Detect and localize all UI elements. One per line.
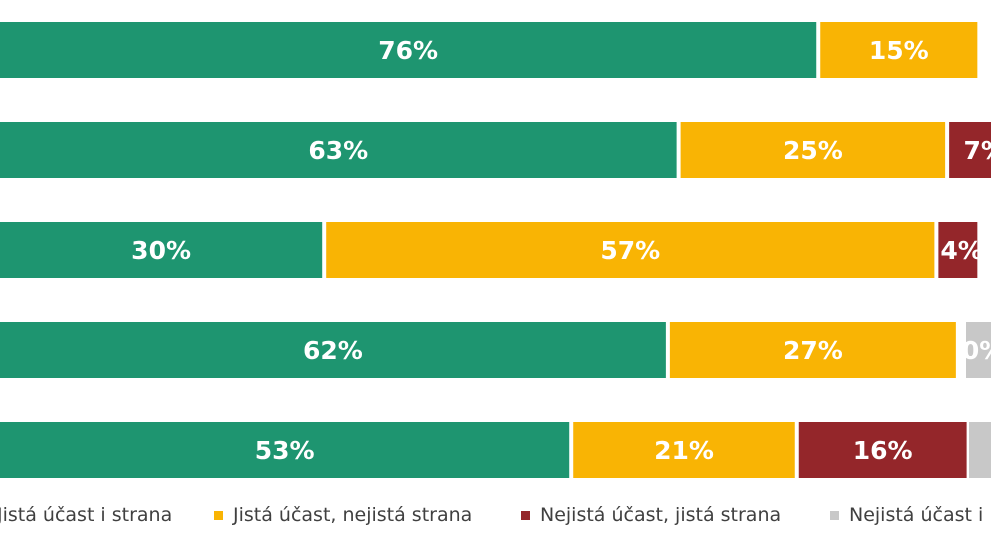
data-label-3-row-4: 0% <box>962 336 991 365</box>
bar-segment-2-row-2 <box>680 122 946 178</box>
legend-swatch-2 <box>214 510 223 520</box>
bar-segment-1-row-3 <box>0 222 323 278</box>
bar-segment-2-row-1 <box>820 22 978 78</box>
data-label-1-row-5: 53% <box>255 436 315 465</box>
data-label-2-row-3: 57% <box>600 236 660 265</box>
chart-legend: Jistá účast i strana Jistá účast, nejistá… <box>0 500 991 534</box>
data-label-1-row-1: 76% <box>378 36 438 65</box>
legend-label-4: Nejistá účast i <box>849 504 984 526</box>
bar-segment-2-row-5 <box>573 422 795 478</box>
legend-item-2: Jistá účast, nejistá strana <box>214 504 472 526</box>
bar-segment-4-row-5 <box>969 422 991 478</box>
chart-plot-area: 76% 15% 63% 25% 7% 30% 57% 4% 62% 27% 0% 53% 21% 16% <box>0 22 991 478</box>
legend-swatch-4 <box>830 510 839 520</box>
data-label-2-row-4: 27% <box>783 336 843 365</box>
data-label-2-row-1: 15% <box>869 36 929 65</box>
legend-item-3: Nejistá účast, jistá strana <box>521 504 781 526</box>
legend-label-1: Jistá účast i strana <box>0 504 173 526</box>
legend-item-1: Jistá účast i strana <box>0 504 172 526</box>
bar-segment-2-row-3 <box>326 222 935 278</box>
bar-segment-4-row-4 <box>966 322 991 378</box>
data-label-3-row-3: 4% <box>940 236 982 265</box>
bar-segment-3-row-3 <box>938 222 978 278</box>
bar-segment-3-row-2 <box>949 122 991 178</box>
legend-label-2: Jistá účast, nejistá strana <box>233 504 473 526</box>
data-label-2-row-2: 25% <box>783 136 843 165</box>
bar-segment-1-row-4 <box>0 322 666 378</box>
legend-item-4: Nejistá účast i <box>830 504 983 526</box>
legend-label-3: Nejistá účast, jistá strana <box>540 504 782 526</box>
legend-swatch-3 <box>521 510 530 520</box>
data-label-3-row-2: 7% <box>963 136 991 165</box>
bar-segment-1-row-5 <box>0 422 570 478</box>
data-label-2-row-5: 21% <box>654 436 714 465</box>
bar-segment-3-row-5 <box>798 422 967 478</box>
data-label-1-row-2: 63% <box>308 136 368 165</box>
data-label-1-row-4: 62% <box>303 336 363 365</box>
bar-segment-2-row-4 <box>669 322 956 378</box>
data-label-3-row-5: 16% <box>853 436 913 465</box>
data-label-1-row-3: 30% <box>131 236 191 265</box>
bar-segment-1-row-2 <box>0 122 677 178</box>
bar-segment-1-row-1 <box>0 22 817 78</box>
